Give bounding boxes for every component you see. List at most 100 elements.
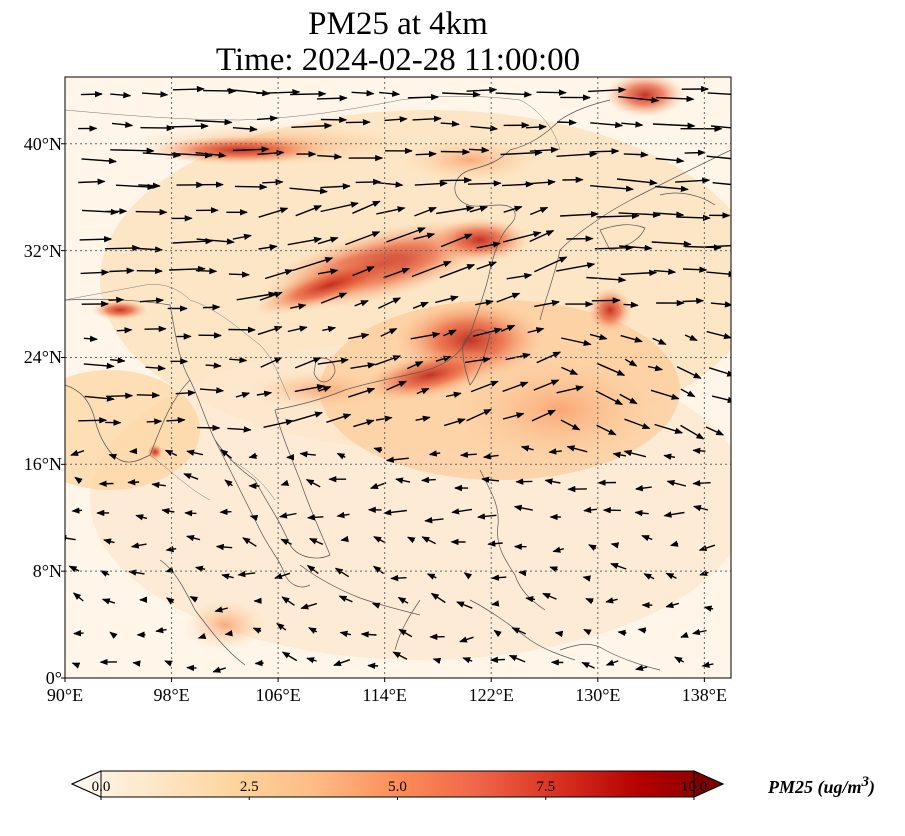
wind-arrow: [618, 96, 660, 104]
wind-arrow: [367, 662, 379, 670]
wind-arrow: [232, 146, 270, 153]
wind-arrow: [495, 91, 533, 98]
wind-arrow: [360, 631, 377, 638]
wind-arrow: [707, 92, 731, 95]
wind-arrow: [561, 366, 579, 376]
wind-arrow: [456, 601, 473, 609]
wind-arrow: [705, 244, 731, 248]
wind-arrow: [487, 540, 503, 547]
wind-arrow: [340, 535, 349, 543]
wind-arrow: [351, 90, 375, 97]
wind-arrow: [618, 211, 662, 218]
wind-arrow: [496, 292, 521, 303]
wind-arrow: [305, 478, 321, 488]
wind-arrow: [380, 327, 398, 337]
wind-arrow: [336, 511, 350, 519]
wind-arrow: [588, 86, 627, 94]
wind-arrow: [128, 569, 145, 576]
wind-arrow: [161, 507, 175, 515]
wind-arrow: [199, 387, 225, 394]
wind-arrow: [426, 573, 437, 580]
wind-arrow: [680, 388, 696, 398]
wind-arrow: [518, 569, 527, 577]
wind-arrow: [527, 327, 545, 334]
wind-arrow: [432, 657, 442, 664]
wind-arrow: [596, 212, 640, 220]
wind-arrow: [536, 89, 567, 96]
wind-arrow: [219, 508, 232, 516]
wind-arrow: [186, 449, 204, 456]
wind-arrow: [372, 565, 385, 575]
axis-ticks: [61, 143, 705, 682]
wind-arrow: [306, 565, 319, 575]
wind-arrow: [186, 534, 201, 542]
wind-arrow: [650, 389, 680, 400]
wind-arrow: [68, 565, 80, 573]
wind-arrow: [280, 479, 290, 486]
wind-arrow: [291, 122, 333, 130]
wind-arrow: [320, 292, 348, 304]
wind-arrow: [491, 574, 507, 581]
lat-tick-label: 40°N: [23, 133, 62, 154]
map-field: [65, 77, 731, 678]
wind-arrow: [116, 327, 133, 334]
wind-arrow: [70, 449, 85, 456]
wind-arrow: [109, 631, 118, 640]
wind-arrow: [475, 299, 494, 306]
wind-arrow: [634, 484, 652, 492]
wind-arrow: [705, 426, 725, 436]
wind-arrow: [202, 304, 221, 311]
wind-arrow: [294, 357, 322, 369]
wind-arrow: [151, 481, 166, 489]
wind-arrow: [339, 630, 352, 638]
wind-arrow: [412, 301, 429, 309]
wind-arrow: [224, 479, 233, 487]
wind-arrow: [624, 358, 638, 367]
wind-arrow: [620, 269, 658, 277]
wind-arrow: [561, 337, 592, 347]
wind-arrow: [228, 271, 250, 278]
wind-arrow: [166, 597, 175, 605]
wind-arrow: [663, 453, 676, 460]
wind-arrow: [710, 301, 731, 308]
wind-arrow: [392, 651, 408, 660]
wind-arrow: [682, 297, 705, 305]
wind-arrow: [375, 181, 404, 188]
wind-arrow: [556, 150, 598, 158]
wind-arrow: [481, 476, 500, 483]
wind-arrow: [674, 656, 685, 664]
wind-arrow: [560, 211, 599, 218]
wind-arrow: [108, 296, 125, 304]
wind-arrow: [186, 664, 197, 672]
wind-arrow: [130, 542, 147, 549]
wind-arrow: [106, 392, 134, 400]
wind-arrow: [276, 622, 287, 631]
wind-arrow: [377, 297, 402, 309]
wind-arrow: [415, 150, 437, 158]
wind-arrow: [623, 301, 639, 309]
wind-arrow: [292, 411, 324, 422]
wind-arrow: [533, 379, 560, 391]
wind-arrow: [675, 177, 711, 184]
wind-arrow: [395, 477, 411, 484]
wind-arrow: [258, 244, 278, 251]
wind-arrow: [384, 116, 408, 123]
wind-arrow: [322, 326, 337, 333]
wind-arrow: [691, 628, 707, 636]
wind-arrow: [466, 408, 492, 422]
wind-arrow: [525, 595, 536, 603]
wind-arrow: [220, 449, 233, 459]
wind-arrow: [542, 592, 557, 600]
wind-arrow: [698, 544, 716, 552]
wind-arrow: [489, 656, 506, 663]
wind-arrow: [320, 201, 359, 213]
wind-arrow: [353, 419, 375, 428]
wind-arrow: [127, 478, 140, 486]
wind-arrow: [195, 118, 233, 126]
wind-arrow: [634, 509, 649, 517]
wind-arrow: [520, 445, 534, 452]
wind-arrow: [464, 356, 492, 364]
lon-tick-label: 122°E: [468, 685, 514, 705]
wind-arrow: [263, 419, 294, 428]
colorbar-label-close: ): [869, 777, 876, 797]
